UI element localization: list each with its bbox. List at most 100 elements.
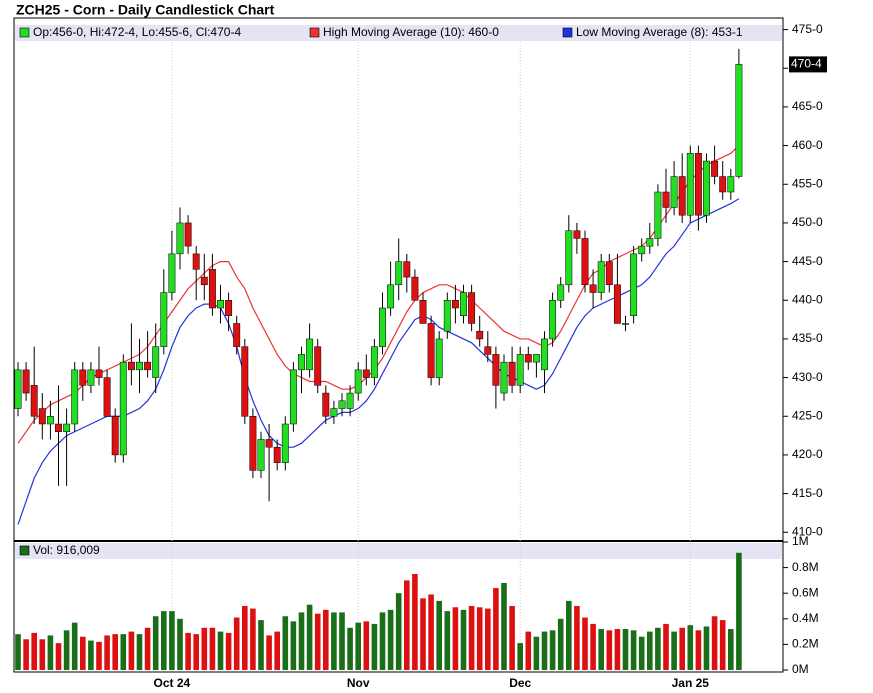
volume-bar [15,634,21,670]
volume-bar [71,622,78,670]
candle-body [322,392,330,417]
volume-bar [225,632,232,670]
volume-bar [217,631,224,670]
volume-bar [444,611,451,670]
candle-body [184,222,192,247]
ohlc-legend: Op:456-0, Hi:472-4, Lo:455-6, Cl:470-4 [33,25,241,39]
candle-body [38,408,46,425]
y-tick-label: 420-0 [792,447,823,461]
volume-tick-label: 0.2M [792,637,819,651]
candle-body [719,176,727,193]
volume-bar [663,623,669,670]
candle-body [711,160,719,177]
candle-body [370,346,378,378]
volume-bar [630,630,637,670]
candle-body [468,292,476,324]
candle-body [694,153,702,216]
candle-body [484,346,492,355]
candle-body [646,238,654,247]
candle-body [208,269,216,309]
volume-bar [136,634,143,670]
candle-body [176,222,184,255]
volume-bar [250,608,256,670]
volume-bar [387,609,394,670]
volume-bar [323,609,329,670]
candle-body [233,323,241,347]
candle-body [703,160,710,216]
volume-bar [274,631,280,670]
candle-body [411,276,419,301]
volume-bar [549,630,556,670]
volume-bar [679,627,685,670]
candle-body [727,176,735,193]
candle-body [516,354,524,386]
volume-bar [395,593,402,670]
candle-body [549,300,557,340]
candle-body [597,261,605,293]
x-tick-label: Oct 24 [154,676,191,690]
candle-body [387,284,395,309]
volume-bar [306,604,313,670]
candle-body [144,361,152,371]
candle-body [605,261,613,286]
candle-body [273,446,281,463]
volume-bar [582,617,588,670]
candle-body [451,300,459,309]
volume-bar [638,636,645,670]
volume-bar [152,616,159,670]
candle-body [46,416,54,425]
candle-body [419,300,427,324]
volume-bar [719,620,726,670]
volume-bar [485,608,491,670]
volume-bar [404,580,410,670]
volume-bar [169,611,175,670]
volume-bar [290,621,297,670]
volume-bar [242,606,248,670]
candle-body [557,284,565,301]
y-tick-label: 445-0 [792,254,823,268]
volume-bar [590,623,596,670]
volume-bar [31,632,37,670]
candle-body [395,261,403,286]
candle-body [338,400,346,409]
candle-body [289,369,297,425]
chart-title: ZCH25 - Corn - Daily Candlestick Chart [16,2,275,18]
volume-bar [120,634,127,670]
candle-body [638,245,646,255]
frame [13,17,784,673]
x-tick-label: Nov [347,676,370,690]
volume-bar [314,613,321,670]
x-tick-label: Jan 25 [672,676,710,690]
volume-bar [541,631,548,670]
volume-bar [331,612,337,670]
volume-bar [104,635,110,670]
candle-body [160,292,168,347]
volume-tick-label: 1M [792,534,809,548]
volume-bar [476,607,483,670]
y-tick-label: 425-0 [792,408,823,422]
volume-bar [647,631,653,670]
candle-body [613,284,621,324]
volume-bar [655,627,661,670]
volume-bar [177,618,183,670]
y-tick-label: 465-0 [792,99,823,113]
volume-bar [161,611,167,670]
volume-bar [209,627,216,670]
volume-bar [282,616,289,670]
volume-bar [266,635,272,670]
volume-bar [193,634,199,670]
candle-body [330,408,338,417]
volume-bar [298,612,305,670]
y-tick-label: 430-0 [792,370,823,384]
candle-body [354,369,362,394]
volume-tick-label: 0.4M [792,611,819,625]
volume-bar [128,631,135,670]
volume-bar [509,606,515,670]
volume-bar [112,634,118,670]
volume-bar [233,617,240,670]
y-tick-label: 455-0 [792,176,823,190]
candle-body [670,176,678,208]
volume-bar [428,594,434,670]
volume-bar [703,626,710,670]
candle-body [225,300,233,316]
